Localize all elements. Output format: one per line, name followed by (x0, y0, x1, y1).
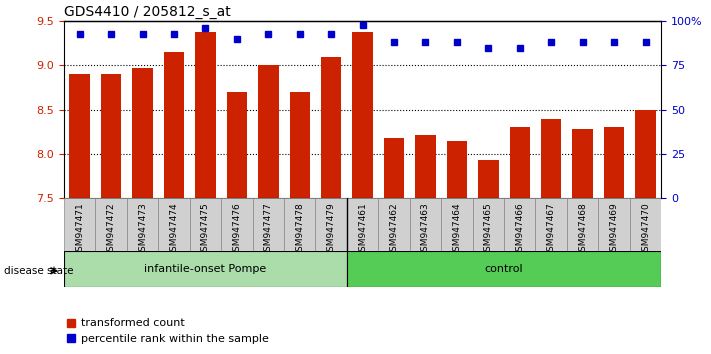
Text: GSM947477: GSM947477 (264, 202, 273, 257)
Text: GSM947475: GSM947475 (201, 202, 210, 257)
Text: GSM947479: GSM947479 (326, 202, 336, 257)
Bar (95, 198, 127, 251)
Bar (227, 92, 247, 198)
Bar (541, 119, 562, 198)
Text: GSM947468: GSM947468 (578, 202, 587, 257)
Bar (258, 65, 279, 198)
Bar (572, 129, 593, 198)
Bar (473, 198, 504, 251)
Bar (64, 251, 347, 287)
Text: GSM947470: GSM947470 (641, 202, 650, 257)
Text: GSM947465: GSM947465 (484, 202, 493, 257)
Text: infantile-onset Pompe: infantile-onset Pompe (144, 264, 267, 274)
Bar (604, 127, 624, 198)
Text: GSM947469: GSM947469 (609, 202, 619, 257)
Legend: transformed count, percentile rank within the sample: transformed count, percentile rank withi… (63, 314, 274, 348)
Bar (252, 198, 284, 251)
Bar (221, 198, 252, 251)
Bar (630, 198, 661, 251)
Bar (316, 198, 347, 251)
Text: GSM947461: GSM947461 (358, 202, 367, 257)
Bar (384, 138, 405, 198)
Bar (510, 127, 530, 198)
Text: GSM947474: GSM947474 (169, 202, 178, 257)
Bar (447, 141, 467, 198)
Text: GSM947463: GSM947463 (421, 202, 430, 257)
Bar (196, 32, 215, 198)
Bar (567, 198, 599, 251)
Bar (64, 198, 95, 251)
Bar (599, 198, 630, 251)
Text: GSM947467: GSM947467 (547, 202, 556, 257)
Bar (164, 52, 184, 198)
Bar (289, 92, 310, 198)
Text: GSM947473: GSM947473 (138, 202, 147, 257)
Text: GSM947472: GSM947472 (107, 202, 116, 257)
Bar (159, 198, 190, 251)
Bar (504, 198, 535, 251)
Bar (347, 198, 378, 251)
Text: GSM947466: GSM947466 (515, 202, 524, 257)
Bar (535, 198, 567, 251)
Bar (478, 160, 498, 198)
Bar (636, 110, 656, 198)
Text: GDS4410 / 205812_s_at: GDS4410 / 205812_s_at (64, 5, 231, 19)
Text: control: control (485, 264, 523, 274)
Text: GSM947478: GSM947478 (295, 202, 304, 257)
Text: disease state: disease state (4, 266, 73, 276)
Bar (132, 68, 153, 198)
Bar (378, 198, 410, 251)
Bar (415, 135, 436, 198)
Bar (410, 198, 442, 251)
Bar (353, 32, 373, 198)
Bar (190, 198, 221, 251)
Bar (442, 198, 473, 251)
Text: GSM947471: GSM947471 (75, 202, 84, 257)
Text: GSM947476: GSM947476 (232, 202, 241, 257)
Text: GSM947464: GSM947464 (452, 202, 461, 257)
Bar (70, 74, 90, 198)
Bar (284, 198, 316, 251)
Bar (127, 198, 159, 251)
Text: GSM947462: GSM947462 (390, 202, 399, 257)
Bar (347, 251, 661, 287)
Bar (101, 74, 122, 198)
Bar (321, 57, 341, 198)
